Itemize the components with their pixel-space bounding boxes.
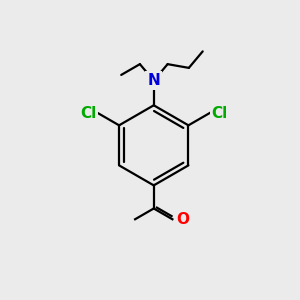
Text: N: N xyxy=(147,73,160,88)
Text: Cl: Cl xyxy=(80,106,96,121)
Text: Cl: Cl xyxy=(211,106,228,121)
Text: O: O xyxy=(176,212,189,227)
